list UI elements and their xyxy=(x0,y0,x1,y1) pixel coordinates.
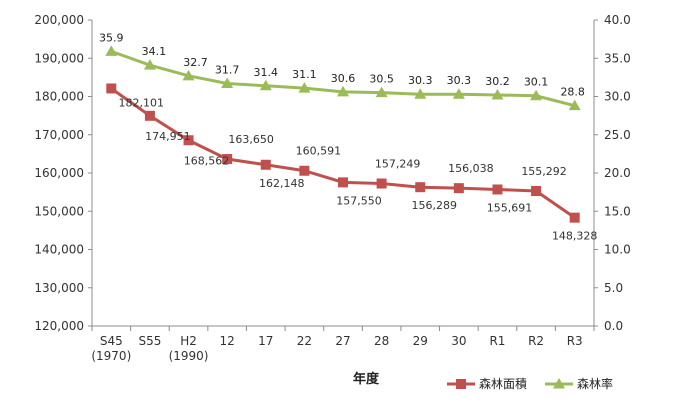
forest-area-point xyxy=(144,110,155,121)
right-tick-label: 30.0 xyxy=(604,90,631,104)
series-plot xyxy=(105,45,581,223)
forest-rate-label: 30.3 xyxy=(408,74,433,87)
x-tick-label: R2 xyxy=(528,334,544,348)
forest-area-label: 160,591 xyxy=(296,145,342,158)
legend-label: 森林率 xyxy=(577,376,613,391)
x-tick-label: 30 xyxy=(451,334,466,348)
forest-area-point xyxy=(453,183,464,194)
x-tick-label: H2 xyxy=(180,334,197,348)
forest-rate-point xyxy=(105,45,118,56)
x-tick-label: S55 xyxy=(138,334,161,348)
forest-area-point xyxy=(492,184,503,195)
forest-area-point xyxy=(183,135,194,146)
left-tick-label: 140,000 xyxy=(34,243,84,257)
forest-rate-label: 32.7 xyxy=(183,56,208,69)
forest-rate-point xyxy=(337,85,349,97)
forest-area-label: 155,691 xyxy=(487,201,533,214)
forest-rate-point xyxy=(568,99,581,111)
right-tick-label: 5.0 xyxy=(604,281,623,295)
right-tick-label: 35.0 xyxy=(604,51,631,65)
left-tick-label: 190,000 xyxy=(34,51,84,65)
forest-area-point xyxy=(376,178,387,189)
forest-rate-point xyxy=(221,77,234,88)
data-labels: 35.9 34.1 32.7 31.7 31.4 31.1 30.6 30.5 30.3 30.3… xyxy=(99,31,597,242)
forest-area-point xyxy=(338,177,348,188)
forest-area-label: 157,249 xyxy=(375,158,421,171)
forest-rate-label: 31.7 xyxy=(215,63,240,76)
forest-area-label: 182,101 xyxy=(119,96,165,109)
forest-area-label: 162,148 xyxy=(259,177,305,190)
right-tick-label: 20.0 xyxy=(604,166,631,180)
left-tick-label: 120,000 xyxy=(34,319,84,333)
forest-rate-point xyxy=(143,59,156,70)
x-tick-label: 29 xyxy=(413,334,428,348)
x-axis-title: 年度 xyxy=(353,371,380,387)
left-tick-label: 170,000 xyxy=(34,128,84,142)
forest-rate-point xyxy=(375,86,388,98)
x-tick-label: 17 xyxy=(258,334,273,348)
forest-area-label: 174,951 xyxy=(145,130,191,143)
right-y-axis: 0.0 5.0 10.0 15.0 20.0 25.0 30.0 35.0 40.0 xyxy=(594,13,631,333)
left-tick-label: 150,000 xyxy=(34,204,84,218)
x-tick-label: S45 xyxy=(100,334,123,348)
forest-rate-point xyxy=(452,88,465,99)
forest-rate-point xyxy=(491,88,504,100)
legend-label: 森林面積 xyxy=(479,376,527,391)
forest-area-point xyxy=(260,159,271,170)
forest-rate-label: 34.1 xyxy=(142,45,167,58)
x-axis: S45(1970) S55 H2(1990) 12 17 22 27 28 29 30 R1 R2 R3 xyxy=(91,326,595,363)
right-tick-label: 10.0 xyxy=(604,243,631,257)
forest-rate-point xyxy=(530,89,543,101)
x-tick-label: 27 xyxy=(335,334,350,348)
left-tick-label: 130,000 xyxy=(34,281,84,295)
forest-area-point xyxy=(415,182,426,193)
forest-area-point xyxy=(222,154,233,165)
forest-rate-point xyxy=(259,79,272,91)
left-tick-label: 200,000 xyxy=(34,13,84,27)
forest-rate-point xyxy=(298,82,311,93)
x-tick-label: 12 xyxy=(220,334,235,348)
forest-area-label: 156,289 xyxy=(411,199,457,212)
forest-rate-label: 35.9 xyxy=(99,31,124,44)
axes xyxy=(91,20,595,327)
forest-rate-label: 30.2 xyxy=(485,75,510,88)
legend-swatch-marker xyxy=(553,378,565,389)
forest-area-point xyxy=(569,212,580,223)
forest-area-point xyxy=(299,165,310,176)
forest-rate-label: 30.3 xyxy=(447,74,472,87)
legend: 森林面積 森林率 xyxy=(447,376,613,391)
right-tick-label: 25.0 xyxy=(604,128,631,142)
legend-swatch-marker xyxy=(456,379,466,389)
forest-area-label: 163,650 xyxy=(228,133,274,146)
x-tick-sublabel: (1990) xyxy=(169,349,209,363)
x-tick-sublabel: (1970) xyxy=(91,349,131,363)
right-tick-label: 0.0 xyxy=(604,319,623,333)
forest-rate-label: 30.1 xyxy=(524,76,549,89)
forest-area-label: 148,328 xyxy=(552,230,598,243)
forest-rate-label: 30.5 xyxy=(369,73,394,86)
forest-rate-label: 28.8 xyxy=(560,86,585,99)
x-tick-label: 22 xyxy=(297,334,312,348)
forest-area-label: 156,038 xyxy=(448,162,494,175)
right-tick-label: 40.0 xyxy=(604,13,631,27)
forest-rate-label: 31.4 xyxy=(254,66,279,79)
forest-area-point xyxy=(531,186,542,197)
forest-rate-label: 31.1 xyxy=(292,68,317,81)
x-tick-label: R3 xyxy=(567,334,583,348)
left-y-axis: 120,000 130,000 140,000 150,000 160,000 170,0… xyxy=(34,13,92,333)
x-tick-label: 28 xyxy=(374,334,389,348)
forest-rate-point xyxy=(182,69,195,81)
left-tick-label: 160,000 xyxy=(34,166,84,180)
x-tick-label: R1 xyxy=(489,334,505,348)
forest-rate-point xyxy=(414,88,427,99)
right-tick-label: 15.0 xyxy=(604,204,631,218)
forest-area-label: 157,550 xyxy=(336,194,382,207)
forest-rate-label: 30.6 xyxy=(331,72,356,85)
forest-area-label: 168,562 xyxy=(184,154,230,167)
forest-area-point xyxy=(106,83,117,94)
left-tick-label: 180,000 xyxy=(34,90,84,104)
forest-area-label: 155,292 xyxy=(521,165,567,178)
